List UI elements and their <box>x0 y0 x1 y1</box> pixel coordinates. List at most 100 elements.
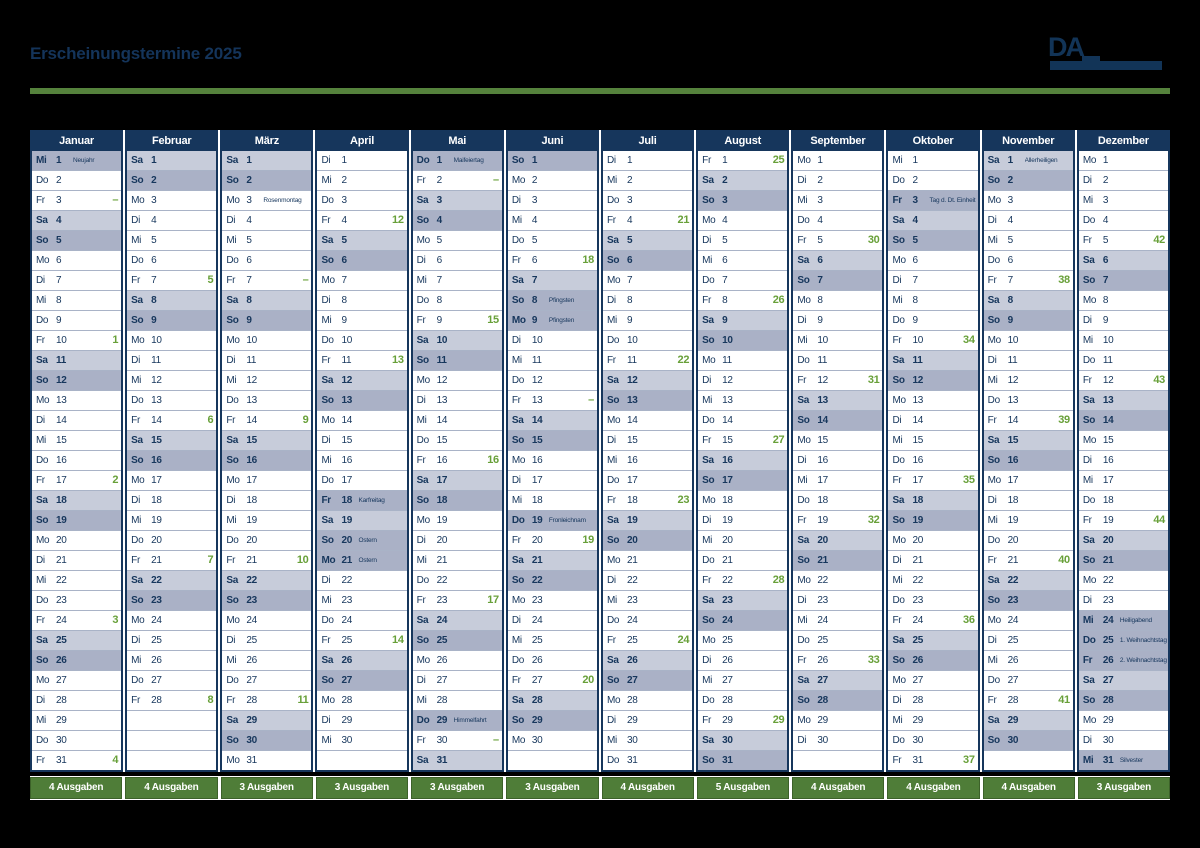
day-number: 22 <box>722 575 733 586</box>
day-number: 12 <box>722 375 733 386</box>
day-number: 11 <box>912 355 923 366</box>
day-cell: Mo 3 <box>983 191 1073 211</box>
day-number: 24 <box>626 615 638 626</box>
weekday-label: Mo <box>892 675 906 686</box>
day-number: 9 <box>151 315 157 326</box>
issue-number: 31 <box>867 374 880 386</box>
weekday-label: Di <box>892 415 902 426</box>
day-number: 15 <box>56 435 67 446</box>
issue-number: 38 <box>1058 274 1070 286</box>
day-number: 27 <box>151 675 162 686</box>
day-number: 22 <box>246 575 257 586</box>
skip-dash: – <box>588 394 594 406</box>
day-cell: Mi 30 <box>317 731 407 751</box>
day-cell: Sa 22 <box>127 571 217 591</box>
weekday-label: Mo <box>36 395 50 406</box>
issue-number: 3 <box>112 614 119 626</box>
weekday-label: Mo <box>702 215 716 226</box>
weekday-label: So <box>892 375 905 386</box>
day-cell: Sa 8 <box>983 291 1073 311</box>
day-cell: Fr 24 36 <box>888 611 978 631</box>
day-number: 9 <box>626 315 633 326</box>
day-cell: Sa 1 <box>222 151 312 171</box>
weekday-label: So <box>702 195 715 206</box>
day-cell: Fr 11 22 <box>602 351 693 371</box>
issue-number: 37 <box>963 754 975 766</box>
day-number: 29 <box>246 715 257 726</box>
weekday-label: Mi <box>321 455 332 466</box>
day-cell: Mo 6 <box>32 251 122 271</box>
day-number: 29 <box>722 715 733 726</box>
day-cell: Mi 1 Neujahr <box>32 151 122 171</box>
issue-number: 28 <box>772 574 785 586</box>
day-number: 10 <box>531 335 543 346</box>
day-number: 15 <box>912 435 924 446</box>
month-column-september: September Mo 1 Di 2 Mi 3 Do 4 Fr 5 30 Sa 6 So 7 Mo 8 Di 9 Mi… <box>791 130 885 772</box>
weekday-label: Sa <box>702 595 714 606</box>
weekday-label: Sa <box>131 575 143 586</box>
day-number: 21 <box>722 555 733 566</box>
day-number: 3 <box>436 195 443 206</box>
holiday-label: Himmelfahrt <box>453 717 487 724</box>
weekday-label: So <box>797 555 810 566</box>
day-number: 4 <box>531 215 538 226</box>
day-cell: Mo 6 <box>888 251 978 271</box>
holiday-label: Pfingsten <box>548 317 575 324</box>
day-number: 11 <box>56 355 66 366</box>
weekday-label: Sa <box>321 235 334 246</box>
weekday-label: Mo <box>416 375 431 386</box>
day-number: 18 <box>341 495 353 506</box>
day-number: 16 <box>246 455 257 466</box>
holiday-label: Heiligabend <box>1119 617 1152 624</box>
weekday-label: Di <box>131 635 140 646</box>
weekday-label: Mi <box>1082 475 1093 486</box>
day-number: 22 <box>151 575 162 586</box>
day-number: 3 <box>531 195 538 206</box>
weekday-label: Sa <box>987 295 1000 306</box>
month-header: Dezember <box>1078 132 1168 151</box>
day-cell: Fr 2 – <box>412 171 502 191</box>
weekday-label: Mi <box>416 275 427 286</box>
weekday-label: Fr <box>36 755 45 766</box>
day-cell: Mo 15 <box>1078 431 1168 451</box>
day-cell: Di 26 <box>698 651 788 671</box>
issue-number: 6 <box>207 414 214 426</box>
issue-number: 16 <box>487 454 499 466</box>
day-cell: Di 2 <box>1078 171 1168 191</box>
issue-number: 25 <box>772 154 785 166</box>
day-number: 8 <box>1007 295 1014 306</box>
day-number: 28 <box>722 695 733 706</box>
day-cell: So 14 <box>793 411 883 431</box>
day-cell: Mi 14 <box>412 411 502 431</box>
day-cell: Fr 12 43 <box>1078 371 1168 391</box>
day-number: 19 <box>246 515 257 526</box>
weekday-label: Mi <box>321 595 332 606</box>
weekday-label: So <box>226 595 239 606</box>
weekday-label: Mi <box>321 315 332 326</box>
weekday-label: So <box>1082 695 1096 706</box>
day-cell: Fr 7 – <box>222 271 312 291</box>
weekday-label: Do <box>36 735 49 746</box>
day-number: 18 <box>626 495 638 506</box>
day-cell: Di 4 <box>127 211 217 231</box>
day-cell: Do 28 <box>698 691 788 711</box>
issues-summary: 4 Ausgaben <box>887 777 980 799</box>
day-cell: Sa 13 <box>1078 391 1168 411</box>
day-number: 12 <box>626 375 638 386</box>
day-cell: Mo 15 <box>793 431 883 451</box>
weekday-label: Do <box>511 235 525 246</box>
day-cell: Do 9 <box>888 311 978 331</box>
weekday-label: Di <box>987 215 997 226</box>
weekday-label: Di <box>511 615 521 626</box>
day-cell: Fr 29 29 <box>698 711 788 731</box>
day-number: 22 <box>1102 575 1114 586</box>
day-cell: Mo 21 <box>602 551 693 571</box>
weekday-label: Fr <box>416 175 426 186</box>
weekday-label: So <box>36 235 49 246</box>
day-number: 18 <box>1007 495 1019 506</box>
weekday-label: Do <box>321 615 334 626</box>
weekday-label: Sa <box>226 155 238 166</box>
weekday-label: Sa <box>321 515 334 526</box>
day-number: 27 <box>626 675 638 686</box>
